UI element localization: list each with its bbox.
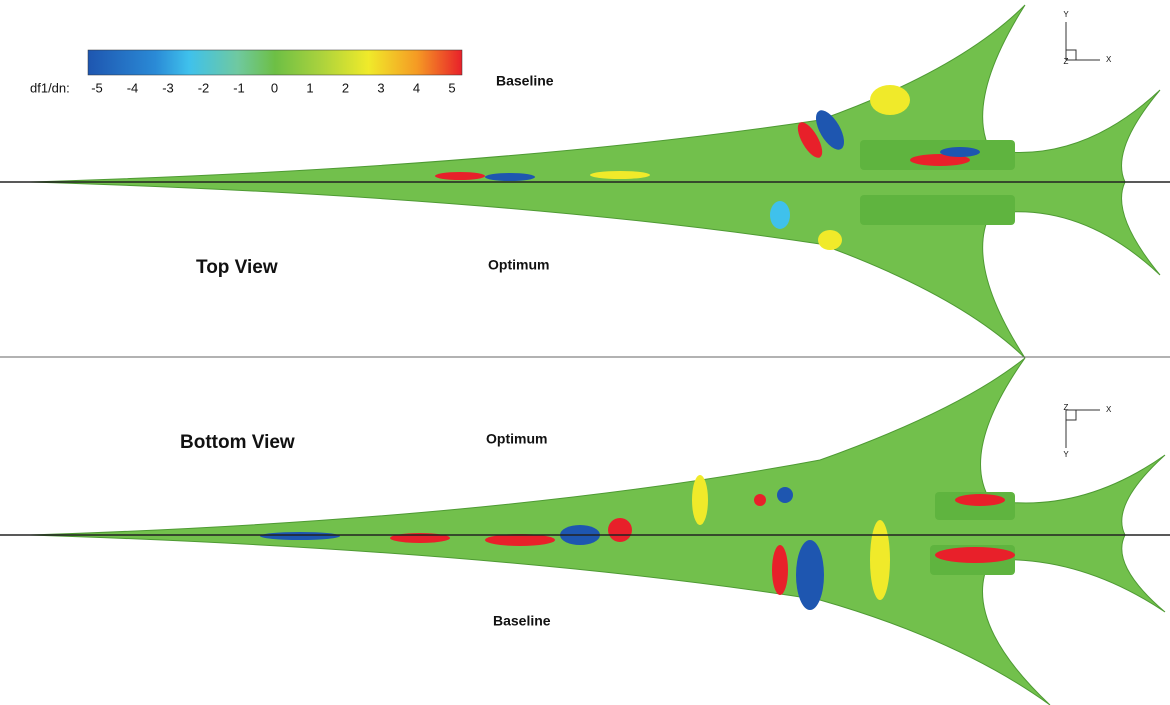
label: Optimum	[488, 257, 549, 273]
label: Optimum	[486, 431, 547, 447]
axis-label: Z	[1064, 57, 1069, 66]
axis-label: Z	[1064, 403, 1069, 412]
colorbar-tick-label: -4	[127, 80, 139, 95]
colorbar-tick-label: 0	[271, 80, 278, 95]
view-title: Top View	[196, 257, 278, 278]
colorbar-tick-label: -3	[162, 80, 174, 95]
label: Baseline	[496, 73, 554, 89]
axis-triad	[1065, 22, 1100, 448]
top-aircraft	[0, 4, 1170, 359]
colorbar-tick-label: 2	[342, 80, 349, 95]
colorbar-tick-label: -5	[91, 80, 103, 95]
axis-label: Y	[1063, 450, 1069, 459]
colorbar-tick-label: 4	[413, 80, 420, 95]
label: Baseline	[493, 613, 551, 629]
colorbar	[87, 49, 463, 76]
colorbar-label: df1/dn:	[30, 80, 70, 95]
colorbar-ticks: -5 -4 -3 -2 -1 0 1 2 3 4 5	[91, 80, 455, 95]
bottom-aircraft	[0, 357, 1170, 705]
axis-label: X	[1106, 405, 1112, 414]
colorbar-tick-label: 3	[377, 80, 384, 95]
axis-label: Y	[1063, 10, 1069, 19]
colorbar-tick-label: -2	[198, 80, 210, 95]
colorbar-tick-label: 5	[448, 80, 455, 95]
axis-label: X	[1106, 55, 1112, 64]
colorbar-tick-label: -1	[233, 80, 245, 95]
colorbar-tick-label: 1	[306, 80, 313, 95]
view-title: Bottom View	[180, 432, 295, 453]
